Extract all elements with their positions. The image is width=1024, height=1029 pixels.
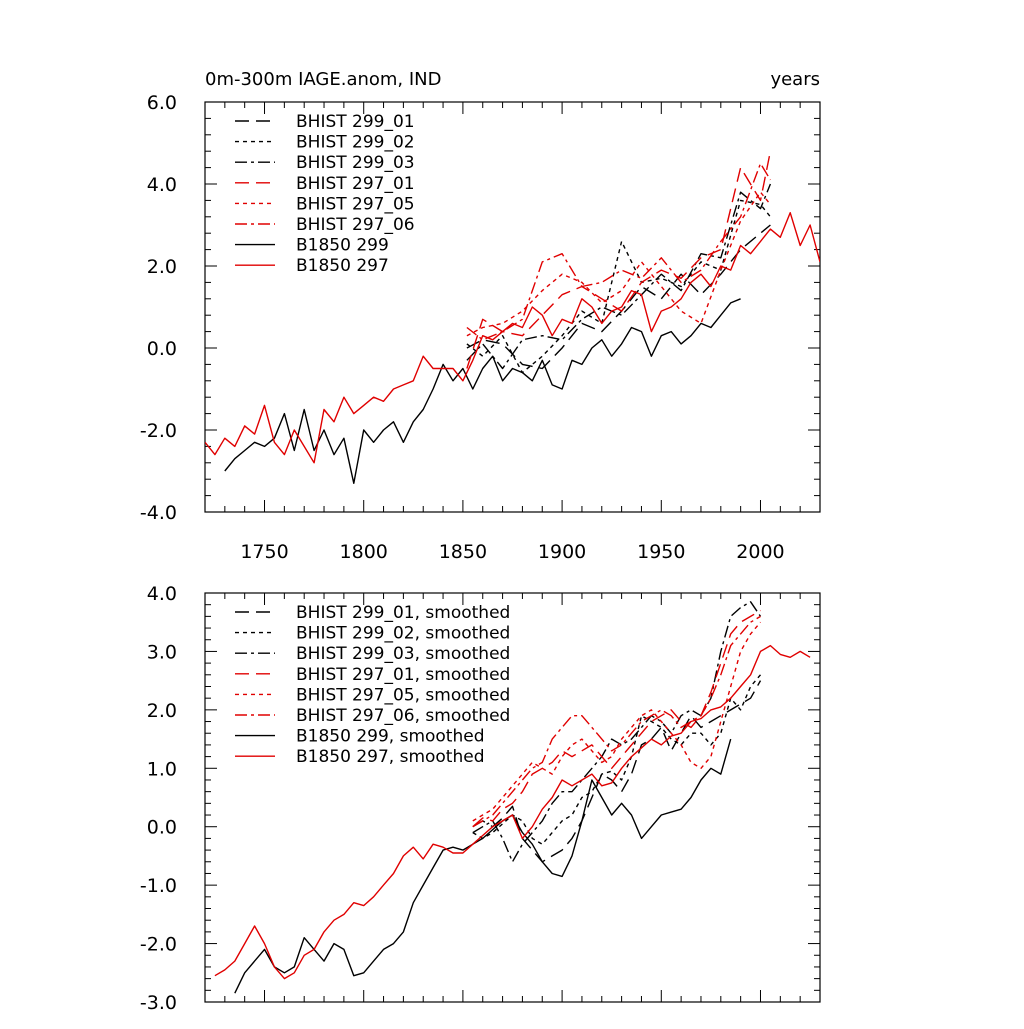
legend-label: BHIST 297_01 bbox=[296, 174, 415, 194]
series-line-3 bbox=[472, 609, 761, 828]
plot-frame bbox=[204, 101, 821, 513]
y-tick-label: -2.0 bbox=[140, 420, 177, 442]
x-tick-label: 1750 bbox=[240, 541, 288, 563]
legend-label: BHIST 297_06, smoothed bbox=[296, 706, 510, 726]
y-tick-label: 6.0 bbox=[147, 92, 177, 114]
plot-frame bbox=[204, 592, 821, 1003]
series-line-0 bbox=[472, 680, 762, 863]
y-tick-label: -3.0 bbox=[140, 992, 177, 1014]
series-line-6 bbox=[234, 738, 732, 994]
y-tick-label: 2.0 bbox=[147, 256, 177, 278]
top-panel: -4.0 -2.0 0.0 2.0 4.0 6.0 1750 1800 1850 1900 1950… bbox=[140, 69, 821, 563]
bottom-panel: -3.0 -2.0 -1.0 0.0 1.0 2.0 3.0 4.0 BHIST 299_01,… bbox=[140, 583, 821, 1014]
series-line-4 bbox=[472, 621, 762, 822]
y-tick-label: 0.0 bbox=[147, 817, 177, 839]
x-tick-label: 2000 bbox=[736, 541, 784, 563]
series-group bbox=[205, 151, 820, 484]
series-line-5 bbox=[472, 615, 761, 828]
y-tick-label: -2.0 bbox=[140, 934, 177, 956]
series-line-7 bbox=[205, 212, 820, 464]
x-tick-label: 1950 bbox=[637, 541, 685, 563]
x-tick-label: 1900 bbox=[538, 541, 586, 563]
x-tick-label: 1800 bbox=[340, 541, 388, 563]
chart-title: 0m-300m IAGE.anom, IND bbox=[205, 69, 442, 90]
series-line-2 bbox=[466, 183, 772, 370]
series-line-5 bbox=[466, 162, 771, 341]
series-line-1 bbox=[466, 199, 771, 374]
y-tick-label: 3.0 bbox=[147, 641, 177, 663]
legend-label: BHIST 299_01, smoothed bbox=[296, 603, 510, 623]
chart-units: years bbox=[770, 69, 820, 90]
series-group bbox=[214, 601, 811, 994]
series-line-3 bbox=[466, 151, 772, 369]
legend-label: B1850 299, smoothed bbox=[296, 727, 485, 747]
series-line-7 bbox=[214, 644, 811, 980]
series-line-2 bbox=[472, 601, 762, 863]
legend-label: BHIST 297_06 bbox=[296, 215, 415, 235]
y-tick-label: 1.0 bbox=[147, 758, 177, 780]
legend-label: B1850 299 bbox=[296, 236, 389, 256]
legend-label: BHIST 297_05 bbox=[296, 194, 415, 214]
legend-label: BHIST 299_02 bbox=[296, 133, 415, 153]
y-tick-label: -4.0 bbox=[140, 502, 177, 524]
legend-label: B1850 297, smoothed bbox=[296, 747, 485, 767]
y-tick-label: 4.0 bbox=[147, 583, 177, 605]
legend-label: BHIST 297_01, smoothed bbox=[296, 665, 510, 685]
legend-label: BHIST 299_03 bbox=[296, 153, 415, 173]
legend-label: BHIST 299_01 bbox=[296, 112, 415, 132]
series-line-4 bbox=[466, 191, 771, 337]
x-tick-label: 1850 bbox=[439, 541, 487, 563]
y-tick-label: 4.0 bbox=[147, 174, 177, 196]
y-tick-label: 2.0 bbox=[147, 700, 177, 722]
legend-label: BHIST 299_02, smoothed bbox=[296, 624, 510, 644]
legend-label: BHIST 297_05, smoothed bbox=[296, 685, 510, 705]
y-tick-label: 0.0 bbox=[147, 338, 177, 360]
y-tick-label: -1.0 bbox=[140, 875, 177, 897]
legend-label: B1850 297 bbox=[296, 256, 389, 276]
series-line-6 bbox=[224, 298, 741, 484]
legend-label: BHIST 299_03, smoothed bbox=[296, 644, 510, 664]
